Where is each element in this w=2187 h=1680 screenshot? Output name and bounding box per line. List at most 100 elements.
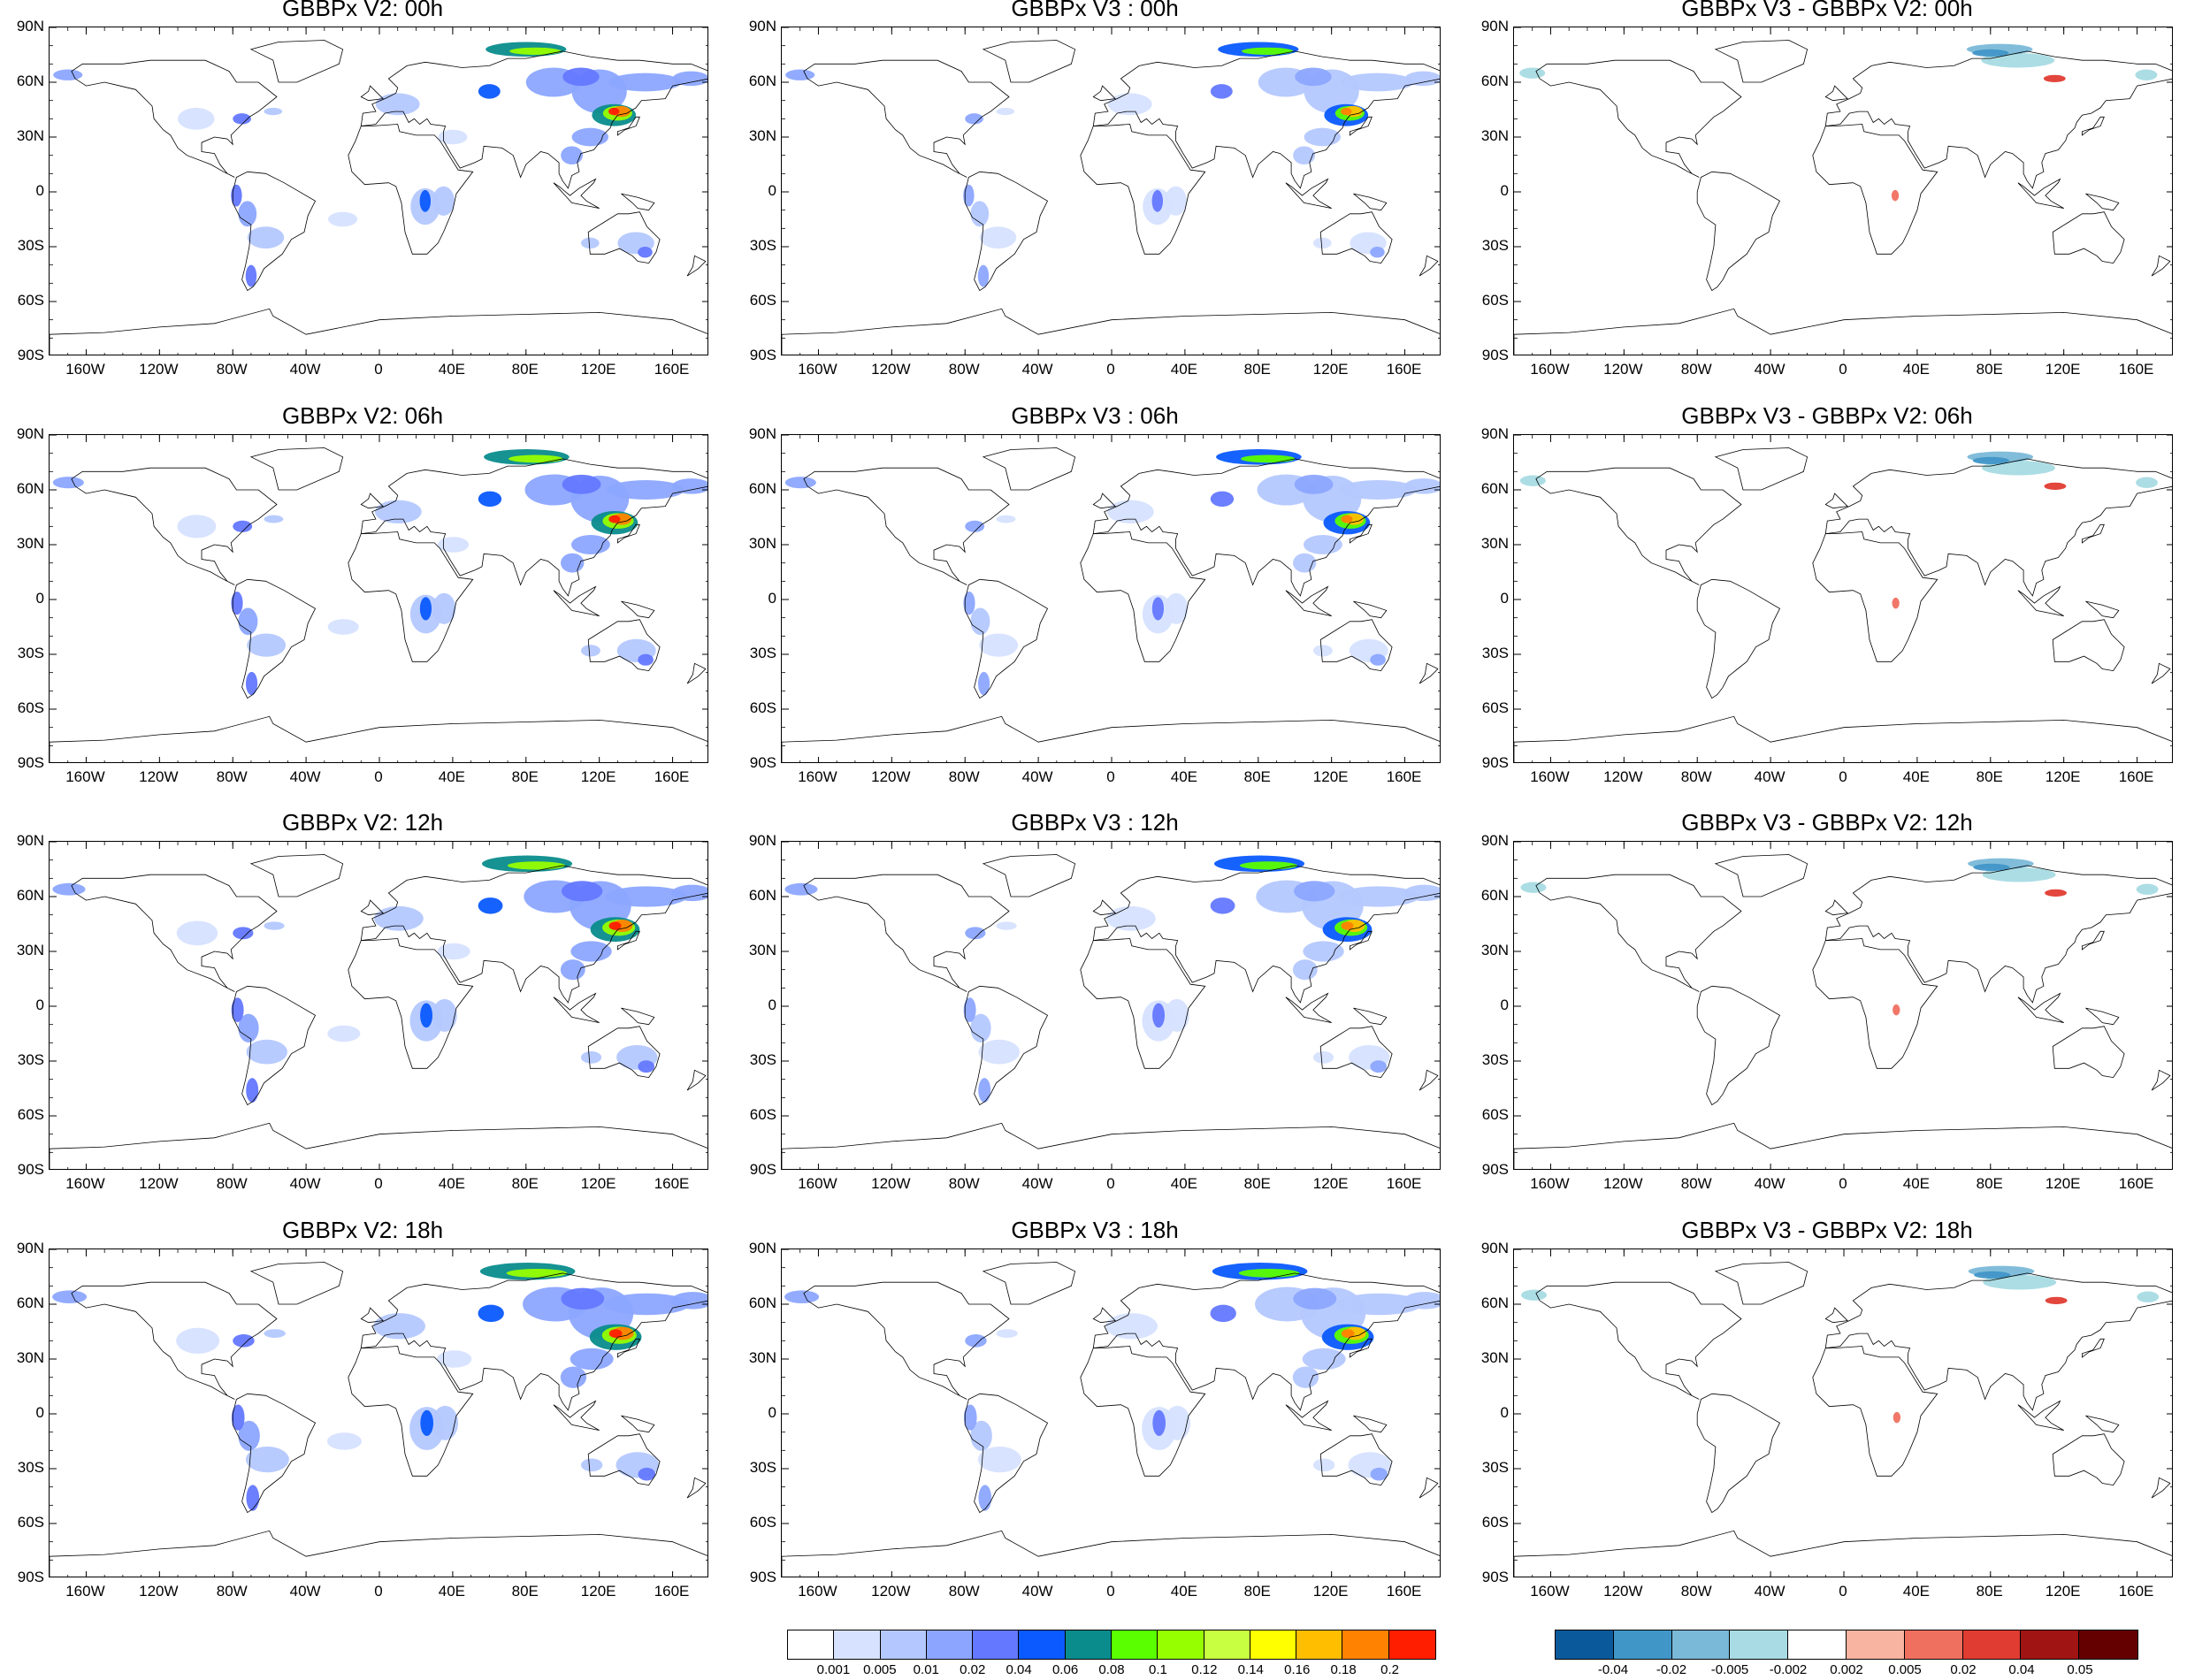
lat-tick-label: 90N — [16, 18, 44, 34]
emission-plume — [1059, 1432, 1094, 1450]
coastline — [1824, 458, 2172, 597]
coastline — [1714, 854, 1808, 897]
map-svg — [782, 842, 1440, 1169]
lat-tick-label: 30N — [748, 942, 776, 958]
lon-tick-label: 120E — [580, 768, 616, 785]
emission-plume — [1151, 189, 1164, 212]
colorbar-label: 0.12 — [1191, 1662, 1218, 1677]
lon-tick-label: 120W — [139, 1583, 179, 1600]
map-panel: GBBPx V3 : 00h 90N 60N 30N 0 30S 60S 90S 160W 120… — [732, 0, 1457, 407]
coastline — [1353, 193, 1388, 211]
lat-tick-label: 30N — [1480, 942, 1509, 958]
emission-plume — [245, 671, 258, 696]
lat-tick-label: 30S — [749, 1459, 776, 1476]
colorbar-difference-labels: -0.04 -0.02 -0.005 -0.002 0.002 0.005 0.02 0.04… — [1555, 1662, 2138, 1680]
colorbar-label: 0.01 — [913, 1662, 939, 1677]
lon-tick-label: 120W — [139, 361, 179, 378]
coastline — [1092, 493, 1116, 509]
coastline — [2082, 1338, 2105, 1358]
emission-plume — [2045, 889, 2067, 897]
emission-plume — [607, 480, 685, 500]
coastline — [803, 59, 1010, 178]
lon-tick-label: 80W — [216, 768, 248, 785]
emission-plume — [1973, 863, 2010, 872]
lat-tick-label: 60N — [748, 73, 776, 89]
map-area — [781, 841, 1441, 1170]
emission-plume — [177, 515, 217, 538]
emission-plume — [970, 1420, 992, 1451]
lat-tick-label: 60S — [1481, 699, 1509, 716]
lon-tick-label: 80W — [216, 361, 248, 378]
emission-plume — [560, 959, 585, 981]
coastline — [782, 715, 1440, 762]
lon-tick-label: 40W — [289, 1175, 321, 1192]
emission-plume — [233, 1334, 255, 1348]
lat-tick-label: 0 — [35, 1404, 44, 1421]
lon-tick-label: 160E — [1386, 1583, 1422, 1600]
colorbar-swatch — [1019, 1630, 1066, 1659]
lat-tick-label: 60S — [17, 1514, 44, 1531]
colorbar-label: 0.02 — [960, 1662, 986, 1677]
lat-tick-label: 0 — [768, 182, 776, 199]
lon-tick-label: 160E — [654, 768, 690, 785]
colorbar-swatch — [880, 1630, 927, 1659]
coastline — [360, 85, 384, 102]
coastline — [2151, 1069, 2171, 1091]
coastline — [1285, 992, 1332, 1023]
lon-tick-label: 80W — [1680, 361, 1712, 378]
colorbar-swatch — [926, 1630, 974, 1659]
emission-plume — [1695, 601, 1700, 606]
emission-plume — [996, 1329, 1018, 1338]
coastline — [71, 467, 278, 585]
lon-tick-label: 160E — [2118, 1583, 2154, 1600]
coastline — [1824, 1307, 1848, 1324]
lon-tick-label: 160W — [1530, 361, 1570, 378]
emission-plume — [1293, 146, 1316, 165]
colorbar-difference — [1555, 1630, 2138, 1660]
emission-plume — [970, 1013, 991, 1043]
emission-plume — [1295, 67, 1332, 87]
coastline — [2082, 930, 2105, 951]
coastline — [1812, 531, 1938, 662]
lat-tick-label: 60N — [1480, 1294, 1509, 1311]
emission-plume — [605, 886, 688, 907]
emission-plume — [2056, 1308, 2075, 1319]
coastline — [1696, 1393, 1781, 1514]
coastline — [1714, 1262, 1808, 1305]
lon-tick-label: 40E — [438, 361, 465, 378]
lat-tick-label: 0 — [1500, 590, 1509, 607]
lon-tick-label: 40W — [289, 1583, 321, 1600]
coastline — [964, 171, 1049, 292]
map-area — [49, 1249, 708, 1577]
colorbar-label: 0.18 — [1330, 1662, 1357, 1677]
emission-plume — [996, 515, 1016, 523]
coastline — [1092, 865, 1440, 1004]
coastline — [2017, 1400, 2064, 1431]
emission-plume — [1152, 1409, 1166, 1436]
map-panel: GBBPx V2: 00h 90N 60N 30N 0 30S 60S 90S 160W 120W… — [0, 0, 725, 407]
emission-plume — [562, 67, 600, 87]
lat-tick-label: 30N — [748, 127, 776, 144]
emission-plume — [432, 1405, 459, 1440]
panel-title: GBBPx V3 - GBBPx V2: 06h — [1681, 402, 1973, 429]
lon-tick-label: 120W — [139, 1175, 179, 1192]
emission-plume — [374, 500, 422, 523]
emission-plume — [1152, 1003, 1166, 1028]
emission-plume — [264, 107, 283, 116]
coastline — [587, 619, 661, 672]
coastline — [1353, 1007, 1388, 1026]
emission-plume — [374, 905, 424, 931]
emission-plume — [1341, 1329, 1355, 1338]
lon-tick-label: 40E — [1170, 1583, 1197, 1600]
emission-plume — [1292, 959, 1318, 981]
emission-plume — [264, 515, 284, 523]
emission-plume — [176, 920, 218, 946]
panel-title: GBBPx V2: 18h — [281, 1217, 444, 1243]
lat-tick-label: 60S — [749, 1514, 776, 1531]
coastline — [553, 992, 600, 1023]
coastline — [50, 1122, 707, 1169]
coastline — [621, 600, 655, 619]
emission-plume — [327, 1025, 361, 1042]
colorbar-swatch — [973, 1630, 1020, 1659]
map-area — [781, 434, 1441, 763]
